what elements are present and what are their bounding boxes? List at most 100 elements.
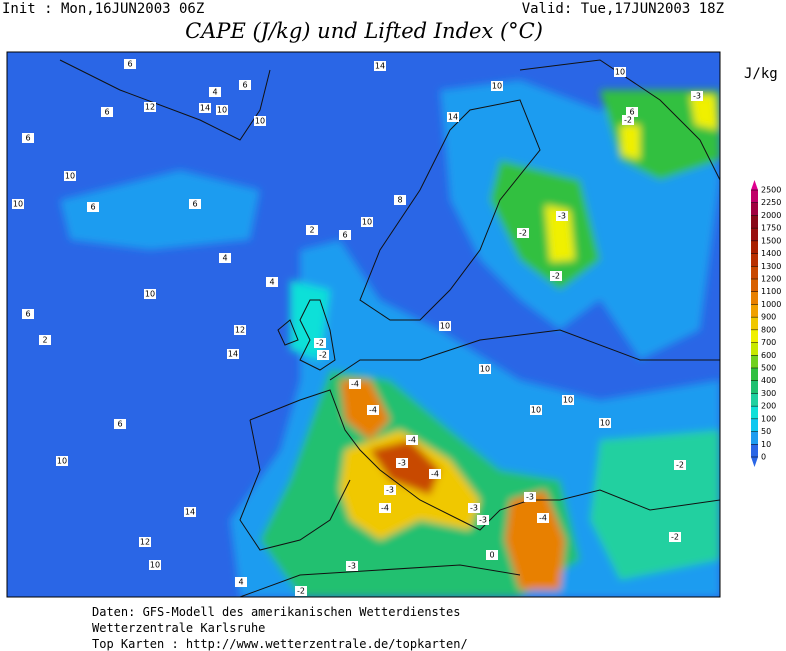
colorbar-label: 1200 (761, 275, 781, 284)
lifted-index-label: -2 (671, 533, 679, 542)
label-box (219, 253, 231, 263)
lifted-index-label: 6 (342, 231, 347, 240)
lifted-index-label: 4 (269, 278, 274, 287)
label-box (406, 435, 418, 445)
lifted-index-label: 10 (145, 290, 155, 299)
label-box (239, 80, 251, 90)
lifted-index-label: 8 (397, 196, 402, 205)
lifted-index-label: 2 (309, 226, 314, 235)
label-box (101, 107, 113, 117)
lifted-index-label: 10 (531, 406, 541, 415)
label-box (349, 379, 361, 389)
label-box (550, 271, 562, 281)
label-box (669, 532, 681, 542)
lifted-index-label: -4 (381, 504, 389, 513)
lifted-index-label: 10 (440, 322, 450, 331)
label-box (266, 277, 278, 287)
lifted-index-label: -3 (348, 562, 356, 571)
lifted-index-label: 10 (150, 561, 160, 570)
colorbar-label: 1300 (761, 262, 781, 271)
lifted-index-label: 4 (222, 254, 227, 263)
lifted-index-label: 6 (242, 81, 247, 90)
colorbar-label: 500 (761, 364, 776, 373)
label-box (379, 503, 391, 513)
lifted-index-label: 6 (90, 203, 95, 212)
colorbar-segment (751, 202, 758, 216)
label-box (209, 87, 221, 97)
label-box (396, 458, 408, 468)
label-box (530, 405, 542, 415)
colorbar-label: 400 (761, 376, 776, 385)
lifted-index-label: -4 (431, 470, 439, 479)
label-box (22, 309, 34, 319)
lifted-index-label: 6 (127, 60, 132, 69)
title: CAPE (J/kg) und Lifted Index (°C) (185, 19, 543, 43)
lifted-index-label: -2 (676, 461, 684, 470)
footer-line: Top Karten : http://www.wetterzentrale.d… (92, 637, 468, 651)
lifted-index-label: -3 (479, 516, 487, 525)
lifted-index-label: -2 (319, 351, 327, 360)
label-box (674, 460, 686, 470)
colorbar-label: 1400 (761, 249, 781, 258)
colorbar-segment (751, 266, 758, 279)
colorbar-label: 100 (761, 414, 776, 423)
lifted-index-label: 10 (255, 117, 265, 126)
colorbar-segment (751, 368, 758, 381)
label-box (439, 321, 451, 331)
colorbar-segment (751, 228, 758, 241)
label-box (477, 515, 489, 525)
lifted-index-label: 12 (235, 326, 245, 335)
map-frame (6, 51, 721, 598)
lifted-index-label: 12 (145, 103, 155, 112)
unit: J/kg (744, 66, 778, 82)
lifted-index-label: -2 (316, 339, 324, 348)
lifted-index-label: 4 (212, 88, 217, 97)
label-box (317, 350, 329, 360)
label-box (622, 115, 634, 125)
label-box (447, 112, 459, 122)
label-box (295, 586, 307, 596)
label-box (491, 81, 503, 91)
colorbar-segment (751, 380, 758, 394)
label-box (314, 338, 326, 348)
lifted-index-label: 10 (65, 172, 75, 181)
lifted-index-label: -4 (369, 406, 377, 415)
label-box (626, 107, 638, 117)
colorbar-label: 800 (761, 325, 776, 334)
colorbar-label: 900 (761, 313, 776, 322)
colorbar-arrow (751, 180, 758, 190)
label-box (227, 349, 239, 359)
colorbar-segment (751, 431, 758, 445)
lifted-index-label: 10 (600, 419, 610, 428)
colorbar-segment (751, 418, 758, 432)
label-box (691, 91, 703, 101)
colorbar-segment (751, 329, 758, 343)
label-box (346, 561, 358, 571)
colorbar-segment (751, 444, 758, 457)
colorbar-segment (751, 304, 758, 318)
colorbar-label: 1100 (761, 287, 781, 296)
lifted-index-label: 10 (13, 200, 23, 209)
colorbar-label: 700 (761, 338, 776, 347)
label-box (394, 195, 406, 205)
label-box (479, 364, 491, 374)
label-box (124, 59, 136, 69)
label-box (64, 171, 76, 181)
lifted-index-label: -2 (519, 229, 527, 238)
colorbar-label: 300 (761, 389, 776, 398)
lifted-index-label: 10 (563, 396, 573, 405)
label-box (599, 418, 611, 428)
label-box (468, 503, 480, 513)
colorbar-label: 2500 (761, 186, 781, 195)
lifted-index-label: 4 (238, 578, 243, 587)
lifted-index-label: 6 (25, 310, 30, 319)
colorbar-segment (751, 342, 758, 356)
lifted-index-label: 0 (489, 551, 494, 560)
label-box (486, 550, 498, 560)
colorbar-segment (751, 240, 758, 254)
label-box (114, 419, 126, 429)
colorbar-label: 0 (761, 453, 766, 462)
lifted-index-label: -3 (386, 486, 394, 495)
lifted-index-label: 6 (25, 134, 30, 143)
colorbar-label: 2000 (761, 211, 781, 220)
